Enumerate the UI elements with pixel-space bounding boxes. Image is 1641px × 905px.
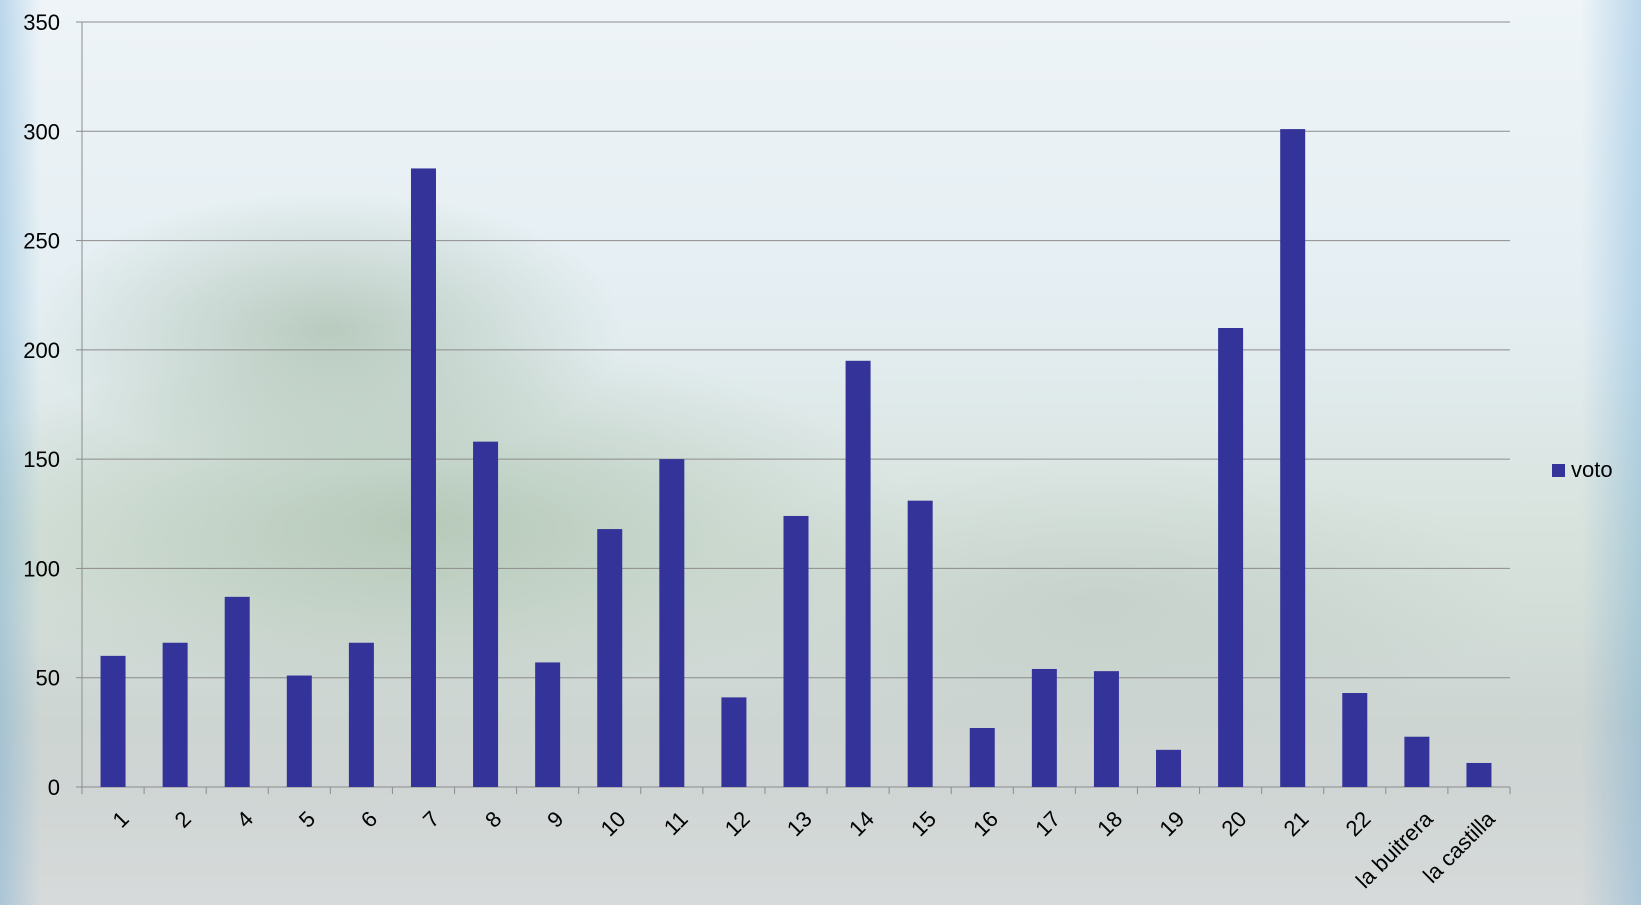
x-tick-label: 16 xyxy=(968,806,1003,841)
bar-1 xyxy=(100,655,126,787)
legend-swatch-voto xyxy=(1552,463,1565,477)
x-tick-label: 8 xyxy=(480,806,506,832)
x-tick-label: 20 xyxy=(1216,806,1251,841)
bar-2 xyxy=(162,642,188,787)
y-tick-label: 250 xyxy=(23,229,60,254)
x-tick-label: 14 xyxy=(844,806,879,841)
bar-6 xyxy=(348,642,374,787)
background-skyline xyxy=(0,605,1641,905)
x-tick-label: 9 xyxy=(542,806,568,832)
bar-18 xyxy=(1093,671,1119,787)
x-tick-label: 21 xyxy=(1279,806,1314,841)
x-tick-label: 6 xyxy=(356,806,382,832)
bar-17 xyxy=(1031,668,1057,787)
background-edge-right xyxy=(1581,0,1641,905)
x-tick-label: 11 xyxy=(659,806,693,840)
bar-4 xyxy=(224,596,250,787)
y-tick-label: 200 xyxy=(23,338,60,363)
bar-9 xyxy=(535,662,561,787)
bar-la-buitrera xyxy=(1404,736,1430,787)
x-tick-label: 4 xyxy=(232,806,258,832)
bar-19 xyxy=(1156,749,1182,787)
bar-21 xyxy=(1280,129,1306,788)
y-tick-label: 350 xyxy=(23,10,60,35)
bar-10 xyxy=(597,529,623,787)
y-tick-label: 100 xyxy=(23,556,60,581)
x-tick-label: 5 xyxy=(294,806,320,832)
y-tick-label: 150 xyxy=(23,447,60,472)
x-tick-label: 19 xyxy=(1154,806,1189,841)
bar-la-castilla xyxy=(1466,762,1492,787)
x-tick-label: 12 xyxy=(720,806,755,841)
bar-11 xyxy=(659,459,685,787)
x-tick-label: 10 xyxy=(596,806,631,841)
bar-13 xyxy=(783,515,809,787)
bar-20 xyxy=(1218,328,1244,787)
bar-5 xyxy=(286,675,312,787)
x-tick-label: 22 xyxy=(1341,806,1376,841)
bar-15 xyxy=(907,500,933,787)
bar-22 xyxy=(1342,693,1368,787)
bar-16 xyxy=(969,727,995,787)
bar-14 xyxy=(845,360,871,787)
x-tick-label: 18 xyxy=(1092,806,1127,841)
bar-12 xyxy=(721,697,747,787)
chart-legend: voto xyxy=(1552,457,1613,483)
y-tick-label: 300 xyxy=(23,119,60,144)
x-tick-label: 17 xyxy=(1030,806,1065,841)
y-tick-label: 50 xyxy=(36,666,60,691)
x-tick-label: 13 xyxy=(782,806,817,841)
bar-8 xyxy=(473,441,499,787)
x-tick-label: 1 xyxy=(108,806,134,832)
background-edge-left xyxy=(0,0,40,905)
x-tick-label: 15 xyxy=(906,806,941,841)
y-tick-label: 0 xyxy=(48,775,60,800)
x-tick-label: 2 xyxy=(170,806,196,832)
legend-label-voto: voto xyxy=(1571,457,1613,482)
bar-7 xyxy=(410,168,436,787)
x-tick-label: 7 xyxy=(418,806,444,832)
